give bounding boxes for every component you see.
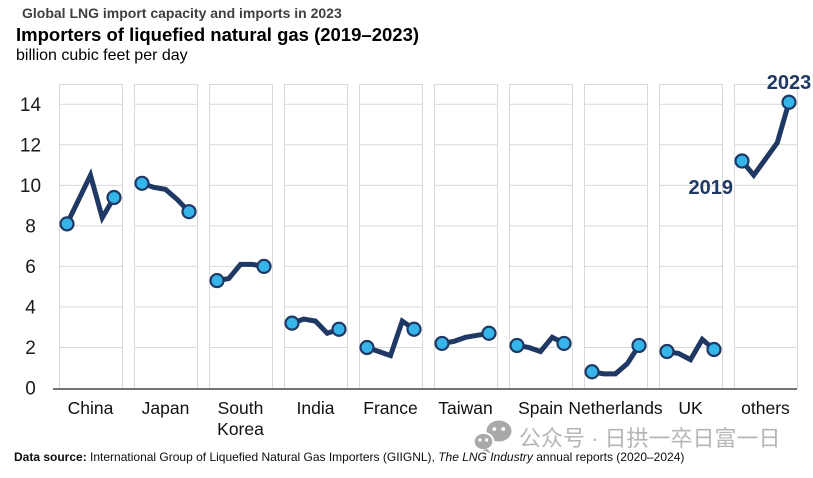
- panel-border: [284, 84, 348, 389]
- marker-2023-China: [106, 189, 122, 206]
- series-line-Spain: [514, 334, 567, 355]
- x-category-label: China: [68, 398, 114, 418]
- marker-2023-Spain: [556, 335, 572, 352]
- y-tick-label: 12: [20, 135, 41, 156]
- x-category-label: others: [741, 398, 790, 418]
- x-category-label: Korea: [217, 419, 264, 439]
- marker-2023-India: [331, 321, 347, 337]
- x-category-label: France: [363, 398, 417, 418]
- y-tick-label: 10: [20, 176, 41, 197]
- marker-2019-Netherlands: [584, 364, 600, 380]
- watermark: 公众号 · 日拱一卒日富一日: [472, 419, 781, 455]
- annotation-2023: 2023: [767, 72, 812, 94]
- y-tick-label: 8: [25, 216, 36, 237]
- marker-2023-South Korea: [256, 258, 272, 274]
- marker-2019-Spain: [509, 337, 525, 354]
- x-category-label: India: [297, 398, 335, 418]
- wechat-icon: [472, 420, 512, 454]
- series-line-South Korea: [214, 261, 267, 284]
- marker-2019-others: [734, 153, 750, 169]
- watermark-text: 公众号 · 日拱一卒日富一日: [519, 426, 781, 451]
- data-source-label: Data source:: [14, 450, 87, 464]
- x-category-label: South: [218, 398, 264, 418]
- panel-border: [209, 84, 273, 389]
- y-tick-label: 6: [25, 257, 36, 278]
- data-source: Data source: International Group of Liqu…: [14, 450, 684, 464]
- series-line-Japan: [139, 180, 192, 215]
- series-line-France: [364, 317, 417, 359]
- marker-2019-China: [59, 216, 75, 232]
- marker-2023-Japan: [181, 204, 197, 220]
- panel-border: [134, 84, 198, 389]
- page-title: Global LNG import capacity and imports i…: [22, 5, 342, 21]
- marker-2023-others: [781, 94, 797, 110]
- panel-border: [59, 84, 123, 389]
- annotation-2019: 2019: [689, 177, 734, 199]
- series-line-Taiwan: [439, 330, 492, 346]
- series-line-Netherlands: [589, 342, 642, 377]
- marker-2019-France: [359, 339, 375, 356]
- y-tick-label: 14: [20, 95, 42, 116]
- chart-title: Importers of liquefied natural gas (2019…: [16, 24, 420, 45]
- marker-2019-UK: [659, 343, 675, 360]
- marker-2023-UK: [706, 341, 722, 358]
- x-category-label: Japan: [142, 398, 190, 418]
- panel-border: [734, 84, 798, 389]
- y-tick-label: 0: [25, 379, 36, 400]
- data-source-text-1: International Group of Liquefied Natural…: [86, 450, 439, 464]
- marker-2019-Taiwan: [434, 335, 450, 352]
- x-category-label: Taiwan: [438, 398, 492, 418]
- marker-2019-South Korea: [209, 272, 225, 289]
- x-category-label: UK: [678, 398, 703, 418]
- x-category-label: Spain: [518, 398, 563, 418]
- data-source-italic: The LNG Industry: [438, 450, 533, 464]
- y-tick-label: 2: [25, 338, 36, 359]
- data-source-text-2: annual reports (2020–2024): [532, 450, 685, 464]
- series-line-India: [289, 316, 342, 337]
- marker-2023-Taiwan: [481, 325, 497, 341]
- marker-2023-Netherlands: [631, 337, 647, 354]
- series-line-China: [64, 168, 117, 227]
- y-tick-label: 4: [25, 297, 36, 318]
- x-category-label: Netherlands: [568, 398, 663, 418]
- series-line-others: [739, 99, 792, 180]
- chart-unit-label: billion cubic feet per day: [16, 47, 188, 64]
- marker-2019-India: [284, 315, 300, 331]
- marker-2019-Japan: [134, 175, 150, 191]
- marker-2023-France: [406, 321, 422, 337]
- series-line-UK: [664, 335, 717, 363]
